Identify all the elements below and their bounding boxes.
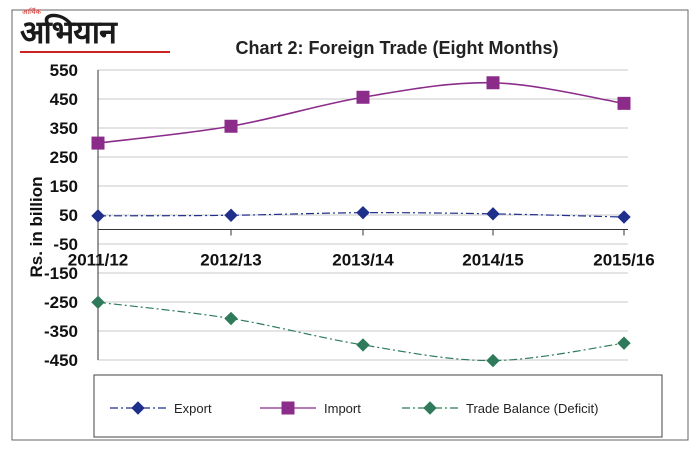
y-tick-label: -350: [44, 322, 78, 341]
legend-label: Import: [324, 401, 361, 416]
y-tick-label: 250: [50, 148, 78, 167]
legend-marker: [281, 401, 295, 415]
series-layer: [91, 76, 631, 368]
series-trade-balance-deficit: [91, 295, 631, 368]
data-point: [486, 353, 500, 368]
data-point: [91, 209, 105, 223]
chart-border: [11, 9, 689, 441]
legend-entry: Export: [110, 401, 212, 416]
data-point: [356, 90, 370, 104]
series-import: [91, 76, 631, 150]
logo-tagline: आर्थिक: [22, 8, 41, 16]
legend-entry: Trade Balance (Deficit): [402, 401, 598, 416]
y-tick-label: -450: [44, 351, 78, 370]
gridlines: [98, 69, 628, 361]
legend-label: Trade Balance (Deficit): [466, 401, 598, 416]
logo-underline: [20, 51, 170, 53]
y-tick-label: -50: [53, 235, 78, 254]
y-tick-label: 450: [50, 90, 78, 109]
y-tick-label: -150: [44, 264, 78, 283]
x-tick-label: 2012/13: [200, 251, 261, 270]
logo-text: अभियान: [20, 13, 117, 51]
logo: आर्थिक अभियान: [10, 6, 170, 54]
data-point: [224, 311, 238, 326]
data-point: [486, 207, 500, 221]
legend-label: Export: [174, 401, 212, 416]
data-point: [91, 136, 105, 150]
y-tick-label: 150: [50, 177, 78, 196]
x-tick-label: 2011/12: [68, 251, 129, 270]
y-tick-labels: 550 450 350 250 150 50 -50 -150 -250 -350 -450: [44, 61, 78, 370]
y-tick-label: 50: [59, 206, 78, 225]
x-tick-label: 2013/14: [332, 251, 394, 270]
y-tick-label: 350: [50, 119, 78, 138]
data-point: [617, 210, 631, 224]
series-line: [97, 212, 625, 218]
y-axis-label: Rs. in billion: [27, 176, 46, 277]
data-point: [224, 119, 238, 133]
chart-title: Chart 2: Foreign Trade (Eight Months): [236, 38, 559, 58]
y-tick-label: 550: [50, 61, 78, 80]
data-point: [91, 295, 105, 309]
series-export: [91, 205, 631, 224]
data-point: [617, 96, 631, 110]
legend: Export Import Trade Balance (Deficit): [110, 401, 598, 416]
data-point: [356, 205, 370, 220]
y-tick-label: -250: [44, 293, 78, 312]
data-point: [617, 336, 631, 350]
data-point: [224, 208, 238, 222]
legend-marker: [423, 401, 437, 415]
data-point: [356, 338, 370, 352]
legend-marker: [131, 401, 145, 415]
data-point: [486, 76, 500, 90]
x-tick-label: 2015/16: [593, 251, 654, 270]
x-tick-label: 2014/15: [462, 251, 523, 270]
legend-box: [93, 374, 663, 438]
legend-entry: Import: [260, 401, 361, 416]
x-tick-labels: 2011/12 2012/13 2013/14 2014/15 2015/16: [68, 229, 655, 270]
